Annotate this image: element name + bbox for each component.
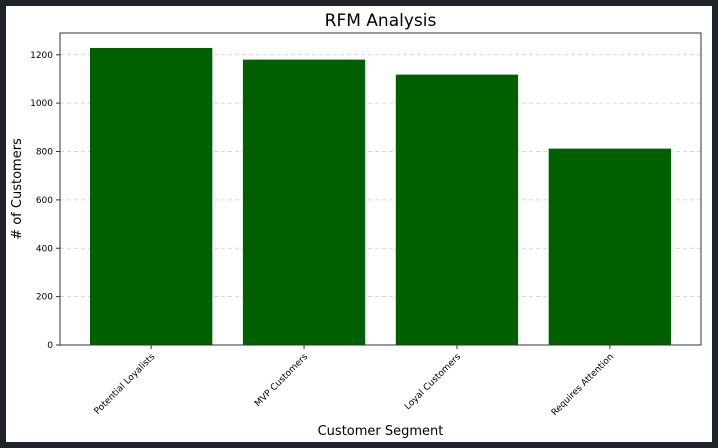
x-ticks: Potential Loyalists MVP Customers Loyal Cu…: [93, 345, 616, 418]
bar-chart: 0 200 400 600 800 1000 1200 Potential Loyalist…: [10, 11, 702, 439]
chart-figure: 0 200 400 600 800 1000 1200 Potential Loyalist…: [6, 6, 712, 442]
y-tick-label: 600: [36, 196, 53, 206]
y-tick-label: 200: [36, 293, 53, 303]
plot-frame: [59, 32, 702, 346]
y-tick-label: 0: [47, 341, 53, 351]
y-tick-label: 1000: [30, 99, 53, 109]
bar: [548, 148, 671, 345]
y-tick-label: 400: [36, 244, 53, 254]
bar: [395, 74, 519, 345]
bar: [90, 47, 213, 345]
y-axis-title: # of Customers: [10, 138, 25, 240]
chart-title: RFM Analysis: [325, 11, 437, 31]
x-tick-label: Potential Loyalists: [93, 352, 158, 417]
x-axis-title: Customer Segment: [318, 424, 444, 439]
x-tick-label: Loyal Customers: [403, 352, 463, 412]
bars: [90, 47, 671, 346]
y-tick-label: 1200: [30, 51, 53, 61]
x-tick-label: Requires Attention: [550, 352, 616, 418]
x-tick-label: MVP Customers: [253, 352, 310, 409]
bar: [242, 59, 366, 346]
y-tick-label: 800: [36, 148, 53, 158]
y-ticks: 0 200 400 600 800 1000 1200: [30, 51, 60, 351]
